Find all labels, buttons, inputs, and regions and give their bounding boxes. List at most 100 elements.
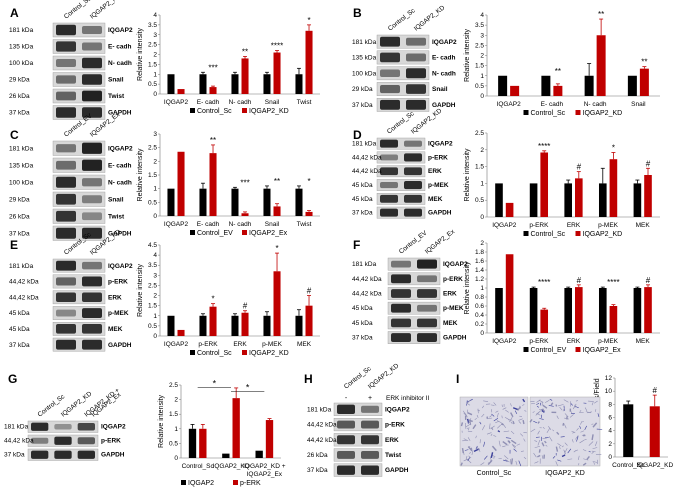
blot-band <box>54 450 72 459</box>
bracket-label: * <box>246 382 250 392</box>
bar-IQGAP2_Ex-3 <box>609 306 618 333</box>
kda-label: 37 kDa <box>9 231 30 238</box>
y-tick-label: 0 <box>480 214 484 221</box>
bar-p-ERK-0 <box>199 428 207 458</box>
chart-B: 0 0.5 1 1.5 2 2.5 3 3.5 4 Relative intensity IQGAP… <box>464 10 660 117</box>
cell-mark <box>595 409 597 412</box>
x-tick-label: ERK <box>233 341 247 348</box>
blot-band <box>82 292 102 303</box>
protein-label: MEK <box>428 196 443 203</box>
legend-swatch-1 <box>242 108 247 113</box>
treatment-label: ERK inhibitor II <box>386 395 430 402</box>
x-tick-label: MEK <box>636 338 651 345</box>
protein-label: N- cadh <box>108 180 132 187</box>
y-tick-label: 1.5 <box>148 172 157 179</box>
bar-p-ERK-1 <box>232 398 240 458</box>
blot-band <box>82 25 102 35</box>
y-tick-label: 2 <box>153 158 157 165</box>
cell-mark <box>557 443 562 447</box>
blot-band <box>56 176 76 188</box>
kda-label: 44,42 kDa <box>9 279 39 286</box>
blot-header-A-1: IQGAP2_KD <box>89 0 123 21</box>
x-tick-label: ERK <box>567 222 581 229</box>
bar-IQGAP2_KD-3 <box>639 68 649 96</box>
micrograph-caption-1: IQGAP2_KD <box>545 470 585 477</box>
legend-swatch-0 <box>190 108 195 113</box>
micrograph-caption-0: Control_Sc <box>477 470 512 477</box>
bar-Control_Sc-0 <box>167 315 175 336</box>
blot-band <box>56 91 76 101</box>
x-tick-label: p-ERK <box>198 341 218 348</box>
cell-mark <box>510 439 517 445</box>
cell-mark <box>486 432 492 435</box>
protein-label: p-MEK <box>108 310 129 317</box>
bar-IQGAP2_KD-3 <box>273 271 281 336</box>
blot-header-B-1: IQGAP2_KD <box>413 4 447 32</box>
bar-IQGAP2_KD-4 <box>305 305 313 336</box>
panel-label-H: H <box>304 372 313 386</box>
bar-IQGAP2_Ex-4 <box>644 287 652 333</box>
significance-mark: ** <box>242 47 248 56</box>
blot-band <box>56 339 76 350</box>
cell-mark <box>510 458 514 465</box>
protein-label: E- cadh <box>432 55 456 62</box>
cell-mark <box>529 419 533 423</box>
cell-mark <box>476 446 481 452</box>
y-axis-label: Relative intensity <box>137 264 144 317</box>
cell-mark <box>555 404 558 407</box>
bar-IQGAP2_KD-2 <box>575 178 583 217</box>
blot-band <box>380 36 400 47</box>
y-tick-label: 2 <box>480 147 484 154</box>
blot-band <box>31 422 49 431</box>
cell-mark <box>579 439 585 444</box>
y-tick-label: 3 <box>153 131 157 138</box>
bar-Control_Sc-1 <box>199 315 207 336</box>
x-tick-label: N- cadh <box>229 221 252 228</box>
cell-mark <box>559 406 563 411</box>
cell-mark <box>491 413 495 417</box>
y-tick-label: 0 <box>174 455 178 462</box>
y-tick-label: 8 <box>608 401 612 408</box>
chart-D: 0 0.5 1 1.5 2 2.5 Relative intensity IQGAP2 p-ER… <box>464 130 660 238</box>
significance-mark: * <box>307 16 310 25</box>
blot-header-B-0: Control_Sc <box>387 7 417 33</box>
cell-mark <box>474 418 477 421</box>
cell-mark <box>522 419 525 425</box>
y-tick-label: 4.5 <box>148 242 157 249</box>
cell-mark <box>575 435 579 440</box>
blot-band <box>380 84 400 94</box>
cell-mark <box>592 460 598 463</box>
protein-label: MEK <box>108 326 123 333</box>
cell-mark <box>475 435 477 439</box>
bar-Control_EV-4 <box>295 188 303 216</box>
cell-mark <box>460 462 463 466</box>
cell-mark <box>593 461 595 465</box>
legend-swatch-1 <box>242 230 247 235</box>
cell-mark <box>580 430 585 433</box>
blot-band <box>77 437 95 445</box>
kda-label: 44,42 kDa <box>307 422 337 429</box>
cell-mark <box>467 437 471 441</box>
blot-band <box>56 277 76 286</box>
blot-band <box>31 450 49 459</box>
cell-mark <box>511 443 517 448</box>
y-tick-label: 1 <box>480 180 484 187</box>
kda-label: 44,42 kDa <box>352 154 382 161</box>
cell-mark <box>556 415 559 419</box>
cell-mark <box>572 403 577 410</box>
x-tick-label: MEK <box>636 222 651 229</box>
cell-mark <box>518 421 522 424</box>
y-tick-label: 0 <box>153 213 157 220</box>
y-tick-label: 0 <box>480 93 484 100</box>
blot-band <box>404 153 422 162</box>
legend-swatch-0 <box>181 480 186 485</box>
blot-band <box>82 276 102 287</box>
blot-header-H-1: IQGAP2_KD <box>367 362 401 390</box>
cell-mark <box>537 430 540 435</box>
y-tick-label: 2.5 <box>169 382 178 389</box>
protein-label: GAPDH <box>385 467 409 474</box>
kda-label: 37 kDa <box>352 210 373 217</box>
cell-mark <box>594 400 598 404</box>
blot-band <box>380 208 398 217</box>
cell-mark <box>466 418 470 424</box>
